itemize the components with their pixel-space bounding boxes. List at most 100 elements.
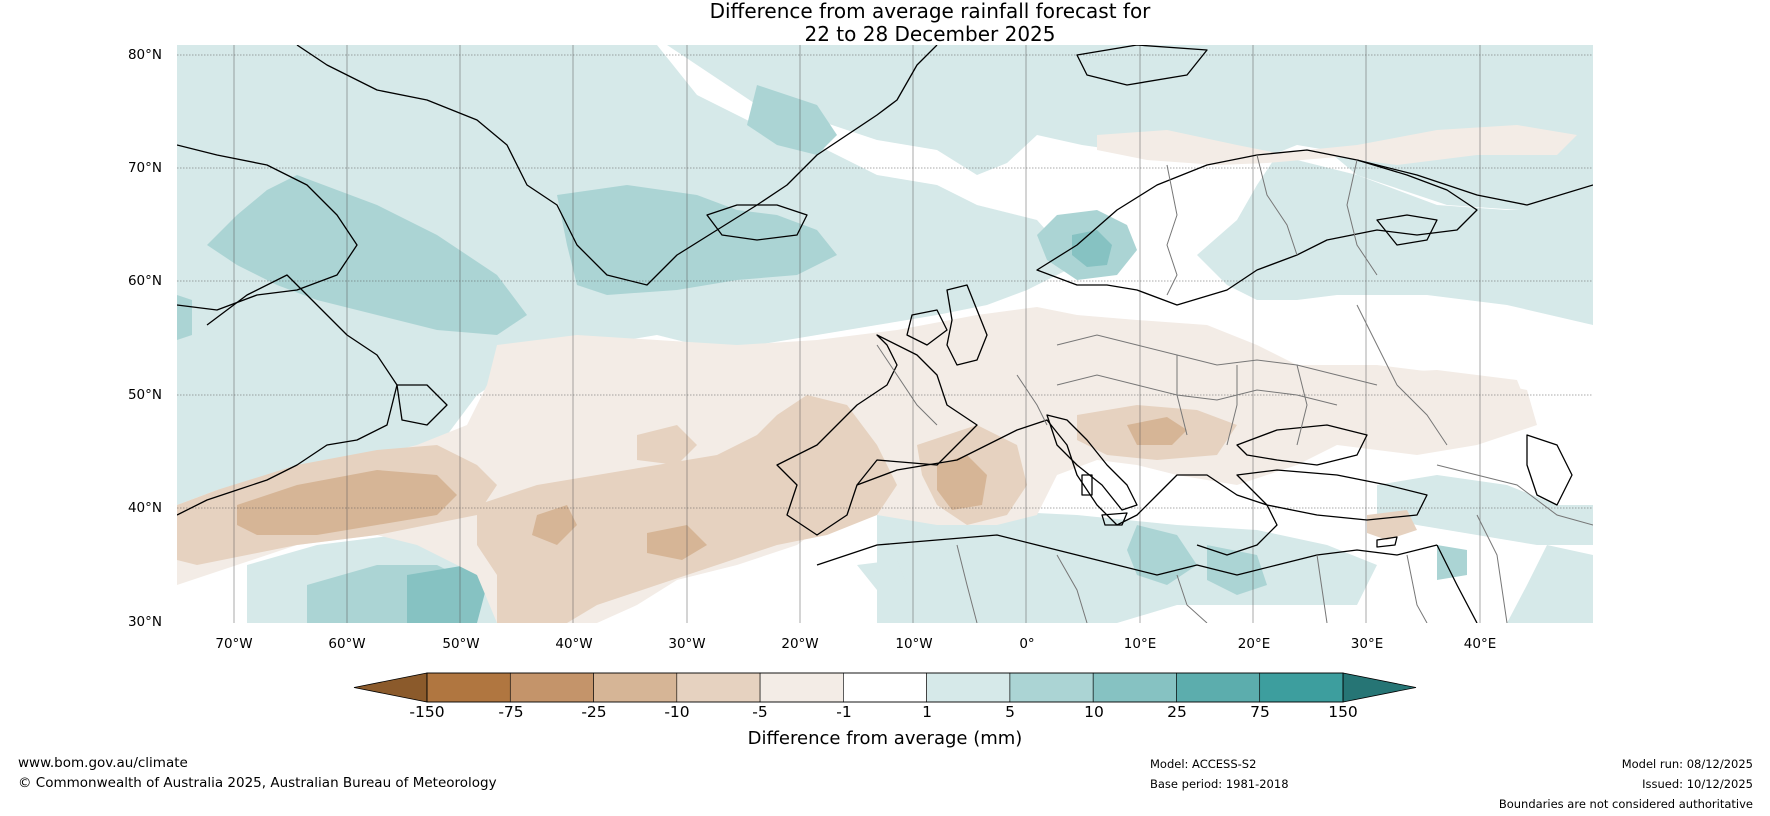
anomaly-region <box>647 525 707 560</box>
map-title-line2: 22 to 28 December 2025 <box>804 22 1056 46</box>
anomaly-region <box>207 175 527 335</box>
lon-label: 20°W <box>781 636 819 652</box>
anomaly-region <box>407 565 487 623</box>
lon-label: 30°W <box>668 636 706 652</box>
anomaly-region <box>857 560 907 590</box>
lat-label: 80°N <box>127 47 162 63</box>
lat-label: 30°N <box>127 614 162 630</box>
coastline-red-sea <box>1436 544 1478 623</box>
map-canvas <box>177 45 1593 623</box>
footer-disclaimer: Boundaries are not considered authoritat… <box>1498 797 1753 811</box>
anomaly-region <box>177 295 192 340</box>
colorbar-low-arrow <box>353 672 428 703</box>
lon-label: 50°W <box>442 636 480 652</box>
anomaly-region <box>637 425 697 465</box>
colorbar-tick-label: -25 <box>581 703 607 721</box>
lat-label: 50°N <box>127 387 162 403</box>
colorbar-segment <box>1009 672 1094 703</box>
anomaly-region <box>1437 545 1467 580</box>
anomaly-region <box>877 510 1377 623</box>
coastline-svalbard <box>1076 45 1208 86</box>
colorbar-segment <box>1092 672 1177 703</box>
colorbar-segment <box>759 672 844 703</box>
lon-label: 10°E <box>1123 636 1157 652</box>
country-borders <box>876 154 1593 623</box>
colorbar-segment <box>426 672 511 703</box>
anomaly-region <box>177 45 1593 215</box>
anomaly-region <box>1337 370 1527 430</box>
coastline-scandinavia <box>1036 149 1478 306</box>
positive-anomaly-layer <box>177 45 1593 623</box>
colorbar-tick-label: 75 <box>1250 703 1270 721</box>
colorbar-tick-label: -1 <box>836 703 852 721</box>
lat-label: 60°N <box>127 273 162 289</box>
anomaly-region <box>937 455 987 510</box>
anomaly-region <box>1197 155 1593 325</box>
lat-label: 40°N <box>127 500 162 516</box>
lon-label: 40°W <box>555 636 593 652</box>
lon-label: 60°W <box>328 636 366 652</box>
colorbar-segment <box>843 672 927 703</box>
anomaly-region <box>1207 545 1267 595</box>
colorbar-tick-label: 1 <box>922 703 932 721</box>
rainfall-anomaly-map <box>177 45 1593 623</box>
footer-copyright: © Commonwealth of Australia 2025, Austra… <box>18 775 497 791</box>
lon-label: 0° <box>1019 636 1035 652</box>
coastline-western-europe <box>776 334 978 536</box>
coastline-iceland <box>706 204 808 241</box>
coastline-turkey <box>1236 469 1428 521</box>
coastline-sardinia <box>1081 474 1093 496</box>
coastline-white-sea <box>1376 214 1438 246</box>
coastlines <box>177 45 1593 623</box>
colorbar-tick-label: 25 <box>1167 703 1187 721</box>
lat-label: 70°N <box>127 160 162 176</box>
coastline-britain <box>946 284 988 366</box>
anomaly-region <box>557 185 837 295</box>
anomaly-region <box>1127 417 1187 445</box>
map-title: Difference from average rainfall forecas… <box>0 0 1770 46</box>
graticule <box>177 54 1593 509</box>
colorbar-segment <box>1259 672 1344 703</box>
coastline-russia-north <box>1356 159 1593 206</box>
coastline-italy <box>1046 414 1138 511</box>
coastline-north-africa <box>816 534 1438 576</box>
anomaly-region <box>747 85 837 155</box>
negative-anomaly-layer <box>177 125 1577 623</box>
colorbar-tick-label: 150 <box>1328 703 1358 721</box>
footer-model: Model: ACCESS-S2 <box>1150 757 1257 771</box>
coastline-north-america <box>177 144 358 311</box>
colorbar-tick-label: -5 <box>752 703 768 721</box>
coastline-labrador <box>177 274 398 516</box>
colorbar-tick-label: 10 <box>1084 703 1104 721</box>
colorbar-segment <box>676 672 761 703</box>
coastline-sicily <box>1101 512 1128 526</box>
lon-label: 20°E <box>1237 636 1271 652</box>
footer-website: www.bom.gov.au/climate <box>18 755 188 771</box>
lon-label: 30°E <box>1350 636 1384 652</box>
anomaly-region <box>1377 475 1593 545</box>
anomaly-region <box>1097 125 1577 165</box>
footer-issued: Issued: 10/12/2025 <box>1642 777 1753 791</box>
anomaly-region <box>1072 230 1112 267</box>
coastline-greenland <box>296 45 938 286</box>
anomaly-region <box>1367 510 1417 540</box>
coastline-cyprus <box>1376 536 1398 548</box>
lon-label: 40°E <box>1463 636 1497 652</box>
lon-label: 70°W <box>215 636 253 652</box>
lon-label: 10°W <box>895 636 933 652</box>
colorbar-tick-label: -75 <box>498 703 524 721</box>
colorbar-segment <box>926 672 1011 703</box>
map-title-line1: Difference from average rainfall forecas… <box>709 0 1151 23</box>
colorbar <box>353 672 1417 703</box>
colorbar-high-arrow <box>1342 672 1417 703</box>
colorbar-tick-label: -10 <box>664 703 690 721</box>
coastline-black-sea <box>1236 424 1368 466</box>
anomaly-region <box>532 505 577 545</box>
coastline-newfoundland <box>396 384 448 426</box>
footer-base-period: Base period: 1981-2018 <box>1150 777 1289 791</box>
coastline-caspian <box>1526 434 1573 506</box>
colorbar-segment <box>593 672 678 703</box>
colorbar-tick-label: 5 <box>1005 703 1015 721</box>
meridians <box>233 45 1481 623</box>
coastline-ireland <box>906 309 948 346</box>
